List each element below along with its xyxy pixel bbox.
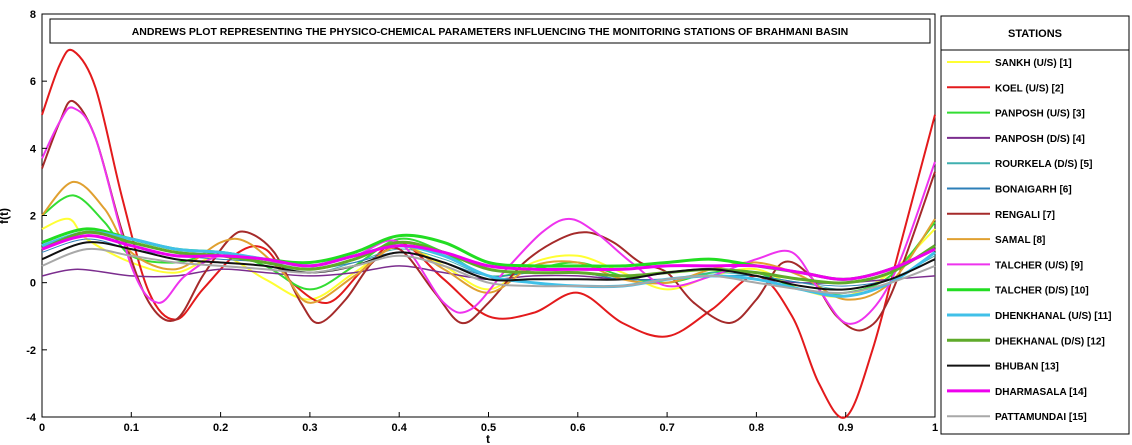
title-box: [49, 18, 931, 44]
legend-label-14: DHARMASALA [14]: [995, 387, 1087, 398]
legend-label-12: DHEKHANAL (D/S) [12]: [995, 336, 1105, 347]
x-axis-ticks: 0 0.1 0.2 0.3 0.4 0.5 0.6 0.7 0.8 0.9 1: [39, 412, 938, 434]
y-tick-label: 4: [30, 143, 37, 155]
series-line-9: [41, 106, 936, 325]
legend-label-7: RENGALI [7]: [995, 210, 1055, 221]
y-axis-label: f(t): [0, 208, 11, 224]
y-tick-label: -4: [26, 412, 37, 424]
legend-title: STATIONS: [1008, 28, 1062, 40]
legend-box: [940, 15, 1130, 435]
legend-label-2: KOEL (U/S) [2]: [995, 83, 1064, 94]
y-axis-ticks: -4 -2 0 2 4 6 8: [26, 9, 47, 424]
x-tick-label: 0.3: [302, 422, 317, 434]
y-tick-label: 0: [30, 278, 36, 290]
series-line-11: [41, 230, 936, 298]
x-tick-label: 0.1: [124, 422, 139, 434]
legend-label-15: PATTAMUNDAI [15]: [995, 412, 1087, 423]
legend-label-1: SANKH (U/S) [1]: [995, 58, 1072, 69]
y-tick-label: 8: [30, 9, 36, 21]
x-tick-label: 0: [39, 422, 45, 434]
y-tick-label: 2: [30, 211, 36, 223]
x-tick-label: 0.4: [392, 422, 408, 434]
x-axis-label: t: [486, 432, 490, 445]
series-line-13: [41, 241, 936, 291]
legend-label-13: BHUBAN [13]: [995, 362, 1059, 373]
legend-label-10: TALCHER (D/S) [10]: [995, 286, 1089, 297]
series-line-2: [41, 48, 936, 419]
legend-label-8: SAMAL [8]: [995, 235, 1045, 246]
x-tick-label: 1: [932, 422, 938, 434]
legend-label-11: DHENKHANAL (U/S) [11]: [995, 311, 1112, 322]
x-tick-label: 0.5: [481, 422, 496, 434]
legend-label-3: PANPOSH (U/S) [3]: [995, 109, 1085, 120]
x-tick-label: 0.9: [838, 422, 853, 434]
y-tick-label: 6: [30, 76, 36, 88]
series-line-15: [41, 247, 936, 294]
x-tick-label: 0.6: [570, 422, 585, 434]
y-tick-label: -2: [26, 345, 36, 357]
x-tick-label: 0.7: [659, 422, 674, 434]
legend-label-5: ROURKELA (D/S) [5]: [995, 159, 1092, 170]
x-tick-label: 0.8: [749, 422, 764, 434]
legend-label-6: BONAIGARH [6]: [995, 185, 1072, 196]
series-line-7: [41, 99, 936, 332]
series-line-12: [41, 230, 936, 285]
x-tick-label: 0.2: [213, 422, 228, 434]
legend-label-9: TALCHER (U/S) [9]: [995, 260, 1083, 271]
series-line-1: [41, 217, 936, 301]
series-line-14: [41, 234, 936, 281]
series-lines: [41, 48, 936, 419]
legend-label-4: PANPOSH (D/S) [4]: [995, 134, 1085, 145]
chart-title: ANDREWS PLOT REPRESENTING THE PHYSICO-CH…: [132, 26, 849, 38]
plot-area: [41, 13, 936, 418]
series-line-8: [41, 180, 936, 304]
legend-entries: SANKH (U/S) [1] KOEL (U/S) [2] PANPOSH (U/…: [947, 58, 1112, 423]
